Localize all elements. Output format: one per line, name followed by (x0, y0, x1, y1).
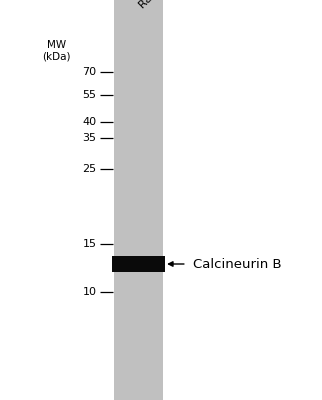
Text: 10: 10 (83, 287, 97, 297)
Text: 70: 70 (82, 67, 97, 77)
Text: Rat brain: Rat brain (137, 0, 180, 10)
Bar (112, 256, 165, 272)
Text: 35: 35 (83, 133, 97, 143)
Bar (114, 0, 163, 400)
Text: 40: 40 (82, 117, 97, 127)
Text: 25: 25 (82, 164, 97, 174)
Text: Calcineurin B: Calcineurin B (193, 258, 282, 270)
Text: 55: 55 (83, 90, 97, 100)
Text: 15: 15 (83, 239, 97, 249)
Text: MW
(kDa): MW (kDa) (42, 40, 71, 62)
